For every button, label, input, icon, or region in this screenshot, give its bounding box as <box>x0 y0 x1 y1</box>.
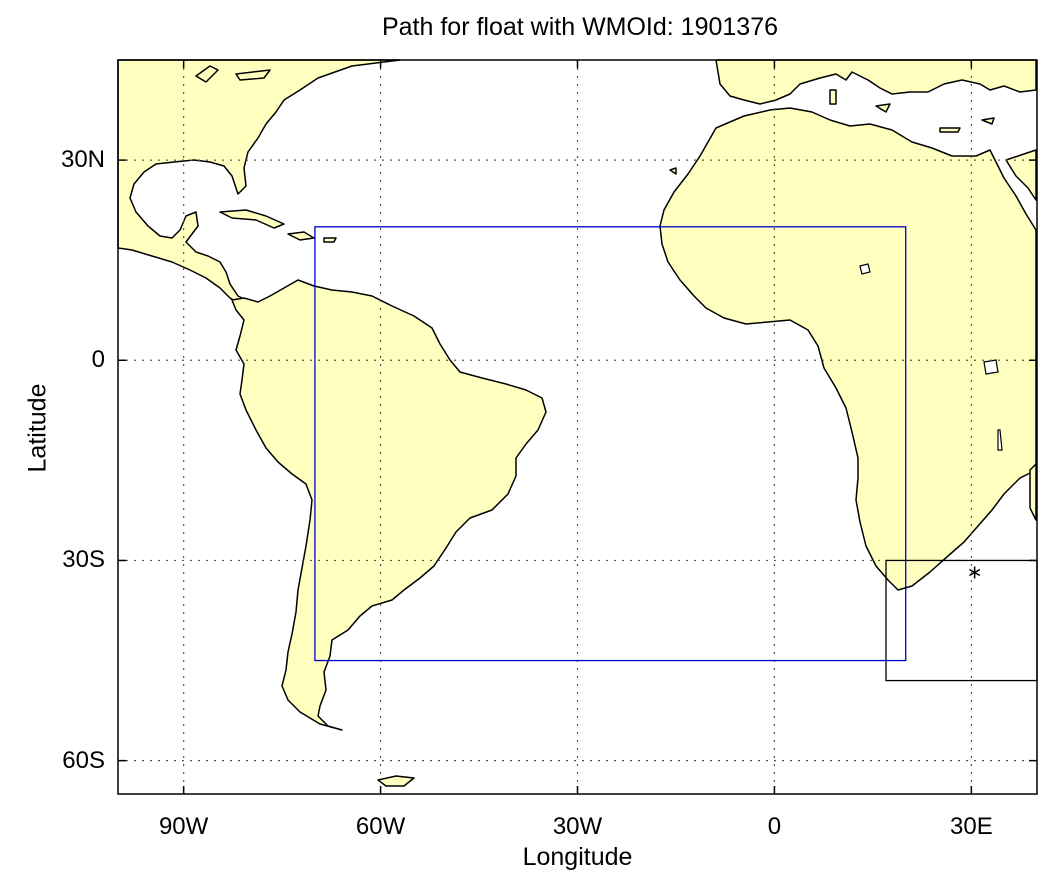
y-tick-label: 30S <box>62 546 105 574</box>
hispaniola-island <box>287 231 315 241</box>
x-tick-label: 90W <box>158 813 209 840</box>
madagascar-island <box>1029 463 1037 521</box>
cuba-island <box>219 209 285 229</box>
float-markers <box>969 566 981 579</box>
sardinia-island <box>829 89 837 105</box>
float-position-marker <box>969 566 981 579</box>
crete-island <box>939 127 961 133</box>
europe-landmass <box>715 59 1037 105</box>
y-tick-label: 0 <box>91 346 105 374</box>
lake-chad <box>859 263 871 275</box>
y-tick-label: 60S <box>62 746 105 774</box>
falkland-islands <box>377 775 415 787</box>
y-tick-label: 30N <box>60 146 105 174</box>
lakes-layer <box>859 263 1003 451</box>
north-america-landmass <box>117 59 401 317</box>
south-america-landmass <box>231 279 547 731</box>
land-layer <box>117 59 1037 787</box>
axis-ticks <box>118 60 1037 794</box>
arabia-landmass <box>1005 149 1037 201</box>
hudson-fragment <box>195 65 219 83</box>
x-tick-label: 0 <box>767 813 782 840</box>
x-tick-label: 30W <box>552 813 603 840</box>
chart-title: Path for float with WMOId: 1901376 <box>381 13 779 41</box>
x-tick-label: 60W <box>355 813 406 840</box>
africa-landmass <box>659 107 1037 591</box>
region-box <box>314 226 907 662</box>
x-tick-label: 30E <box>949 813 993 840</box>
great-lakes-fragment <box>235 69 271 81</box>
lake-victoria <box>983 359 999 375</box>
puerto-rico-island <box>323 237 337 243</box>
sicily-island <box>875 103 891 113</box>
canary-islands <box>669 167 677 175</box>
graticule <box>118 60 1037 794</box>
lake-tanganyika <box>997 429 1003 451</box>
cyprus-island <box>981 117 995 125</box>
y-axis-label: Latitude <box>23 383 52 473</box>
x-axis-label: Longitude <box>522 843 633 871</box>
